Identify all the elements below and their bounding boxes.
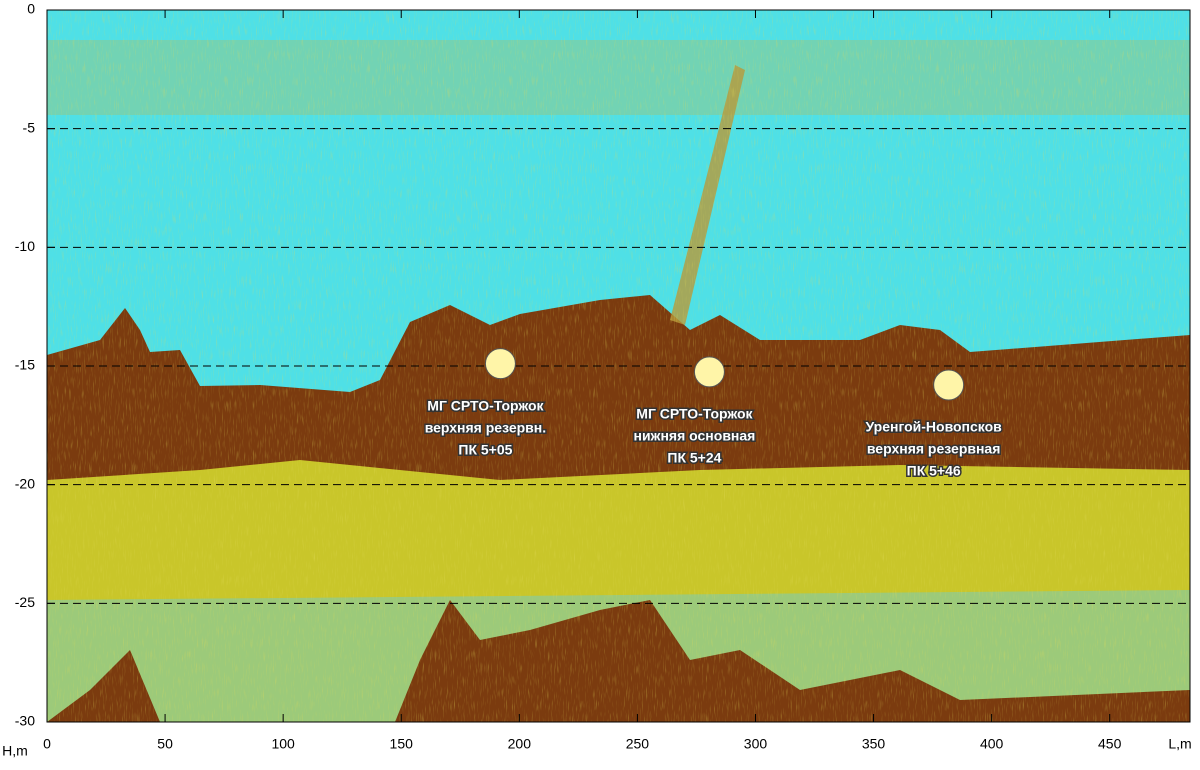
y-tick-label: -5 bbox=[23, 119, 36, 135]
y-tick-label: -20 bbox=[15, 475, 35, 491]
x-tick-label: 450 bbox=[1098, 736, 1122, 752]
y-tick-label: 0 bbox=[27, 1, 35, 17]
x-axis-label: L,m bbox=[1168, 736, 1191, 752]
pipe-label: верхняя резервная bbox=[867, 441, 1001, 457]
x-tick-label: 0 bbox=[43, 736, 51, 752]
pipe-label: верхняя резервн. bbox=[425, 419, 546, 435]
x-tick-label: 400 bbox=[980, 736, 1004, 752]
pipe-marker bbox=[933, 369, 965, 401]
pipe-label: МГ СРТО-Торжок bbox=[427, 397, 544, 413]
pipe-label: ПК 5+24 bbox=[667, 450, 721, 466]
x-tick-label: 100 bbox=[271, 736, 295, 752]
x-tick-label: 300 bbox=[744, 736, 768, 752]
pipe-label: нижняя основная bbox=[633, 428, 755, 444]
y-tick-label: -15 bbox=[15, 357, 35, 373]
y-tick-label: -10 bbox=[15, 238, 35, 254]
x-tick-label: 350 bbox=[862, 736, 886, 752]
x-tick-label: 200 bbox=[508, 736, 532, 752]
x-tick-label: 150 bbox=[390, 736, 414, 752]
y-tick-label: -30 bbox=[15, 713, 35, 729]
y-axis-label: H,m bbox=[2, 743, 28, 759]
pipe-label: ПК 5+46 bbox=[907, 463, 961, 479]
pipe-marker bbox=[484, 348, 516, 380]
y-tick-label: -25 bbox=[15, 594, 35, 610]
pipe-marker bbox=[693, 356, 725, 388]
pipe-label: Уренгой-Новопсков bbox=[865, 419, 1002, 435]
x-tick-label: 50 bbox=[157, 736, 173, 752]
x-tick-label: 250 bbox=[626, 736, 650, 752]
pipe-label: ПК 5+05 bbox=[458, 441, 512, 457]
pipe-label: МГ СРТО-Торжок bbox=[636, 406, 753, 422]
